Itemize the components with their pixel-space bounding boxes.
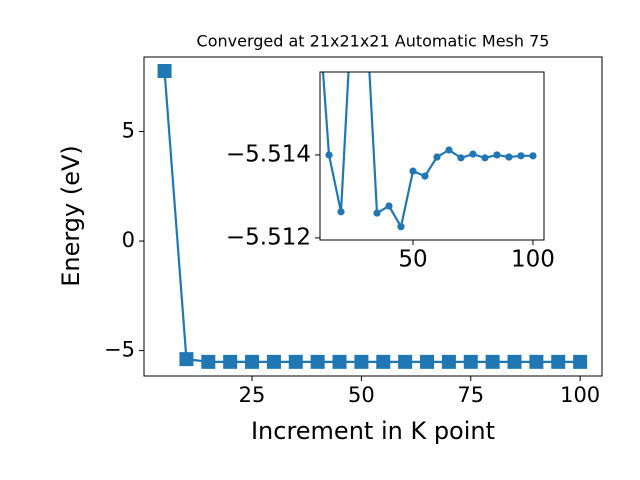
marker xyxy=(179,352,194,367)
x-tick-label: 50 xyxy=(348,383,375,407)
marker xyxy=(397,223,405,231)
plot-clip xyxy=(157,64,588,369)
y-tick-label: 0 xyxy=(122,228,135,252)
marker xyxy=(457,154,465,162)
x-tick-label: 75 xyxy=(457,383,484,407)
marker xyxy=(421,172,429,180)
marker xyxy=(325,151,333,159)
marker xyxy=(529,152,537,160)
marker xyxy=(398,354,413,369)
axes-frame xyxy=(319,71,545,241)
marker xyxy=(332,354,347,369)
marker xyxy=(469,150,477,158)
y-tick-label: 5 xyxy=(122,118,135,142)
marker xyxy=(373,209,381,217)
marker xyxy=(463,354,478,369)
plot-clip xyxy=(321,72,537,231)
marker xyxy=(485,354,500,369)
x-tick-label: 100 xyxy=(560,383,600,407)
marker xyxy=(505,153,513,161)
marker xyxy=(433,153,441,161)
marker xyxy=(481,154,489,162)
marker xyxy=(223,354,238,369)
marker xyxy=(573,354,588,369)
marker xyxy=(385,202,393,210)
marker xyxy=(376,354,391,369)
marker xyxy=(517,152,525,160)
x-tick-label: 100 xyxy=(511,247,555,273)
marker xyxy=(529,354,544,369)
marker xyxy=(245,354,260,369)
y-tick-label: −5 xyxy=(104,338,135,362)
marker xyxy=(201,354,216,369)
marker xyxy=(157,64,172,79)
y-axis-label: Energy (eV) xyxy=(57,145,85,287)
chart-title: Converged at 21x21x21 Automatic Mesh 75 xyxy=(197,32,550,51)
marker xyxy=(266,354,281,369)
marker xyxy=(354,354,369,369)
y-tick-label: −5.512 xyxy=(226,224,311,250)
marker xyxy=(310,354,325,369)
marker xyxy=(507,354,522,369)
marker xyxy=(493,151,501,159)
marker xyxy=(441,354,456,369)
marker xyxy=(288,354,303,369)
x-tick-label: 25 xyxy=(239,383,266,407)
x-axis-label: Increment in K point xyxy=(251,417,495,445)
marker xyxy=(420,354,435,369)
marker xyxy=(337,208,345,216)
marker xyxy=(445,146,453,154)
y-tick-label: −5.514 xyxy=(226,141,311,167)
marker xyxy=(551,354,566,369)
marker xyxy=(409,167,417,175)
x-tick-label: 50 xyxy=(398,247,427,273)
axes-frame xyxy=(143,56,603,377)
